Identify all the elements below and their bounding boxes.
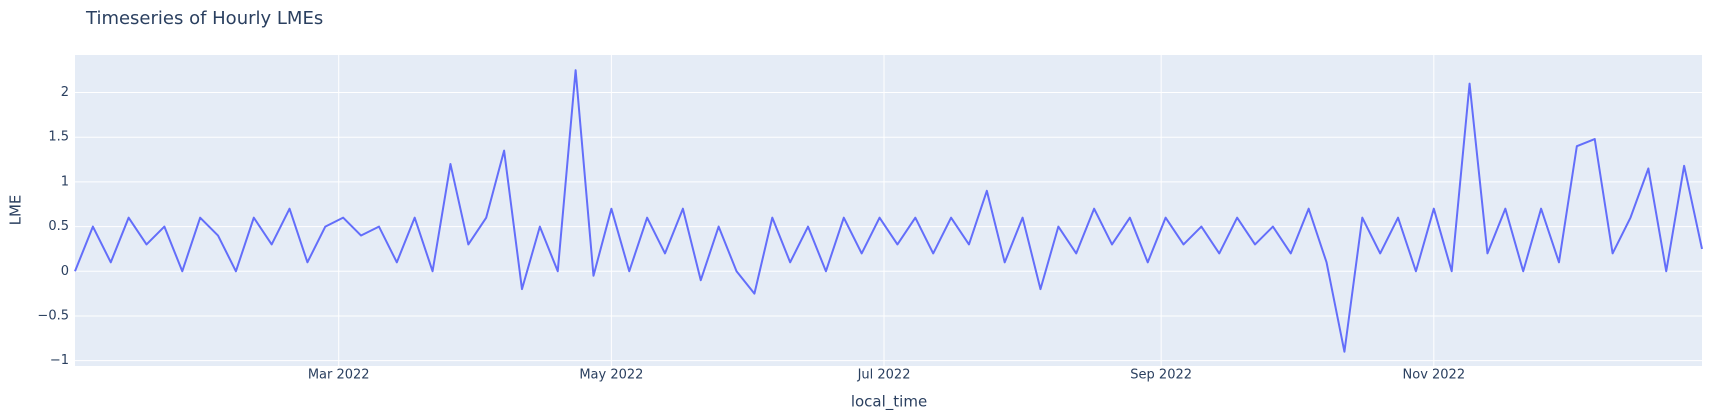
- y-tick-label: 1.5: [48, 130, 69, 145]
- y-tick-label: 0.5: [48, 219, 69, 234]
- x-axis-title: local_time: [851, 393, 927, 412]
- x-tick-label: Mar 2022: [308, 368, 370, 383]
- x-tick-label: Nov 2022: [1403, 368, 1466, 383]
- x-tick-label: Sep 2022: [1130, 368, 1192, 383]
- y-tick-label: −0.5: [37, 308, 69, 323]
- x-tick-label: Jul 2022: [857, 368, 911, 383]
- y-axis-title: LME: [7, 195, 25, 226]
- plot-background: [75, 55, 1702, 366]
- y-tick-label: 1: [61, 174, 69, 189]
- chart-title: Timeseries of Hourly LMEs: [85, 8, 323, 29]
- labels: −1 −0.5 0 0.5 1 1.5 2 Mar 2022 May 2022 Jul 2022 S…: [37, 85, 1465, 382]
- y-tick-label: −1: [50, 353, 69, 368]
- grid: [75, 55, 1702, 366]
- marks: [74, 69, 1703, 353]
- y-tick-label: 0: [61, 264, 69, 279]
- y-tick-label: 2: [61, 85, 69, 100]
- x-tick-label: May 2022: [579, 368, 643, 383]
- series-line: [74, 69, 1703, 353]
